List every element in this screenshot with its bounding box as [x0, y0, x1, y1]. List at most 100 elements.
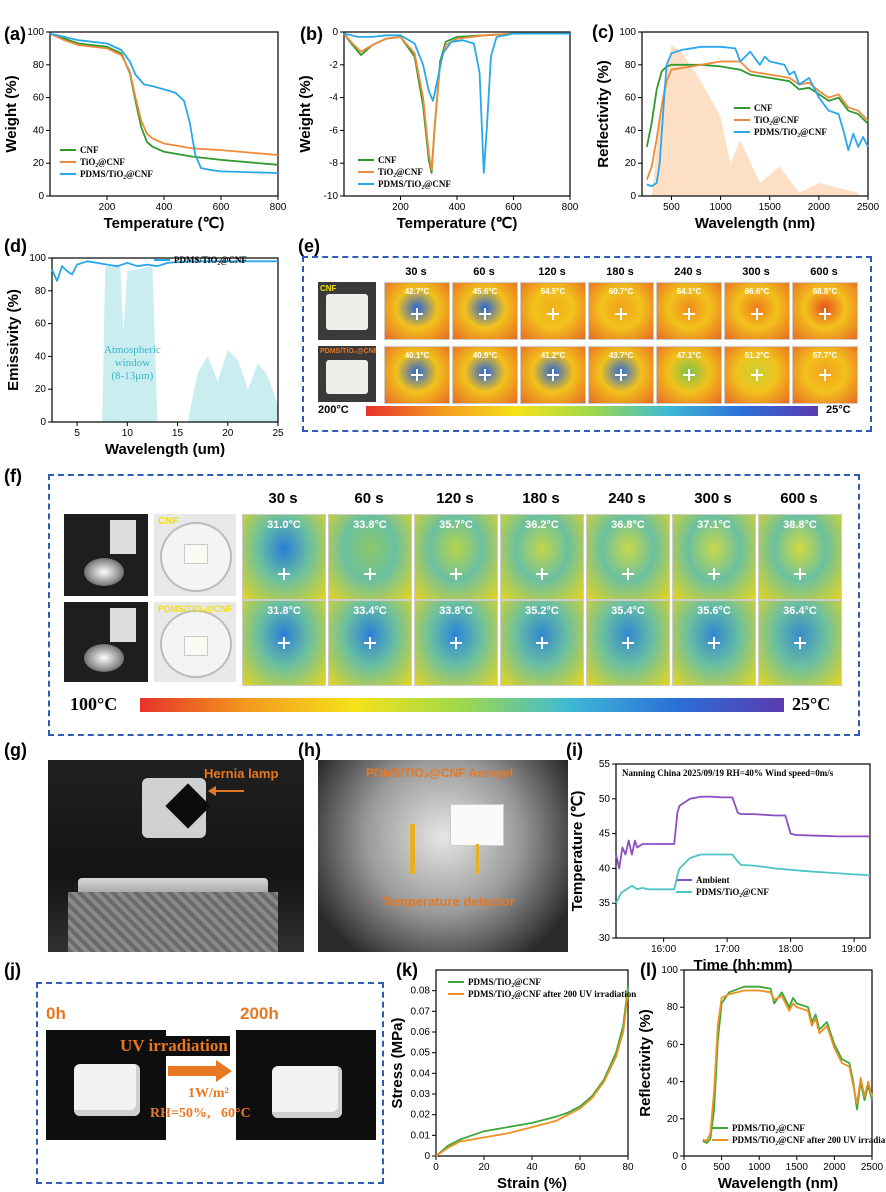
- panel-f-scale-cold: 25°C: [792, 694, 831, 714]
- measurement-crosshair-icon: [411, 369, 423, 381]
- measurement-crosshair-icon: [819, 307, 831, 320]
- thermal-temperature-label: 33.8°C: [439, 605, 473, 617]
- thermal-temperature-label: 40.9°C: [472, 351, 498, 360]
- panel-label-c: (c): [592, 22, 614, 42]
- time-header: 600 s: [810, 266, 838, 278]
- time-header: 60 s: [354, 490, 384, 507]
- thermal-temperature-label: 33.4°C: [353, 605, 387, 617]
- panel-label-e: (e): [298, 236, 320, 256]
- thermal-temperature-label: 64.1°C: [676, 287, 702, 296]
- y-tick-label: 60: [33, 93, 45, 104]
- measurement-crosshair-icon: [536, 637, 548, 649]
- measurement-crosshair-icon: [364, 637, 376, 649]
- y-tick-label: 40: [599, 863, 611, 874]
- legend-label-green_k: PDMS/TiO₂@CNF: [732, 1123, 805, 1133]
- x-tick-label: 18:00: [778, 944, 803, 955]
- x-tick-label: 16:00: [651, 944, 676, 955]
- series-line-tio2: [343, 32, 570, 171]
- thermal-temperature-label: 57.7°C: [812, 351, 838, 360]
- legend-label-green_k: PDMS/TiO₂@CNF: [468, 977, 541, 987]
- panel-j-process-label: UV irradiation: [118, 1036, 230, 1056]
- thermal-image: 38.8°C: [758, 514, 842, 600]
- panel-g-lamp-label: Hernia lamp: [204, 766, 279, 781]
- y-axis-title: Temperature (℃): [569, 791, 586, 912]
- panel-j-before-photo: [46, 1030, 166, 1140]
- series-line-cnf: [49, 32, 279, 166]
- thermal-image: 68.8°C: [792, 282, 858, 340]
- thermal-temperature-label: 37.1°C: [697, 519, 731, 531]
- measurement-crosshair-icon: [794, 567, 806, 580]
- x-tick-label: 25: [272, 428, 284, 439]
- y-tick-label: 0: [424, 1151, 430, 1162]
- y-tick-label: 20: [667, 1114, 679, 1125]
- measurement-crosshair-icon: [278, 567, 290, 580]
- y-tick-label: 0.07: [411, 1006, 431, 1017]
- chart-c-reflectivity: 500 1000 1500 2000 2500 0 20 40 60 80 100 Wavelengt…: [595, 27, 880, 232]
- time-header: 180 s: [606, 266, 634, 278]
- time-header: 60 s: [473, 266, 495, 278]
- x-axis-title: Wavelength (nm): [695, 215, 815, 232]
- time-header: 300 s: [742, 266, 770, 278]
- x-tick-label: 1500: [759, 202, 782, 213]
- y-tick-label: 100: [661, 965, 678, 976]
- time-header: 30 s: [405, 266, 427, 278]
- y-tick-label: 0: [672, 1151, 678, 1162]
- time-header: 600 s: [780, 490, 818, 507]
- measurement-crosshair-icon: [615, 307, 627, 320]
- measurement-crosshair-icon: [450, 637, 462, 649]
- panel-f-setup-photo-2: [64, 602, 148, 682]
- x-tick-label: 17:00: [715, 944, 740, 955]
- panel-h-aerogel-label: PDMS/TiO₂@CNF Aerogel: [366, 766, 514, 780]
- measurement-crosshair-icon: [622, 567, 634, 580]
- x-axis-title: Wavelength (nm): [718, 1175, 838, 1192]
- panel-j-frame: [36, 982, 384, 1184]
- time-header: 30 s: [268, 490, 298, 507]
- annotation-line: (8-13μm): [111, 370, 153, 382]
- plot-frame: [51, 257, 279, 423]
- x-tick-label: 19:00: [842, 944, 867, 955]
- x-tick-label: 20: [222, 428, 234, 439]
- aerogel-block: [184, 636, 208, 656]
- y-tick-label: 20: [33, 158, 45, 169]
- y-tick-label: 40: [35, 351, 47, 362]
- chart-l-reflectivity-after-uv: 0 500 1000 1500 2000 2500 0 20 40 60 80 100 Waveleng…: [637, 965, 886, 1192]
- x-axis-title: Temperature (℃): [397, 215, 518, 232]
- y-tick-label: 0.01: [411, 1130, 431, 1141]
- measurement-crosshair-icon: [683, 369, 695, 381]
- panel-label-b: (b): [300, 24, 323, 44]
- measurement-crosshair-icon: [479, 307, 491, 320]
- x-tick-label: 0: [433, 1162, 439, 1173]
- thermal-image: 66.6°C: [724, 282, 790, 340]
- measurement-crosshair-icon: [751, 307, 763, 320]
- panel-f-cnf-petri: CNF: [154, 514, 236, 596]
- thermal-image: 35.6°C: [672, 600, 756, 686]
- x-tick-label: 5: [74, 428, 80, 439]
- measurement-crosshair-icon: [708, 637, 720, 649]
- x-tick-label: 400: [449, 202, 466, 213]
- y-tick-label: 80: [667, 1002, 679, 1013]
- x-tick-label: 40: [526, 1162, 538, 1173]
- x-tick-label: 400: [156, 202, 173, 213]
- panel-label-d: (d): [4, 236, 27, 256]
- y-tick-label: 35: [599, 898, 611, 909]
- y-tick-label: 0.03: [411, 1089, 431, 1100]
- panel-label-l: (l): [640, 960, 657, 980]
- legend-label-cnf: CNF: [378, 155, 397, 165]
- thermal-temperature-label: 45.6°C: [472, 287, 498, 296]
- thermal-temperature-label: 36.4°C: [783, 605, 817, 617]
- measurement-crosshair-icon: [547, 369, 559, 381]
- panel-f-cnf-label: CNF: [158, 516, 179, 527]
- y-tick-label: 0: [630, 191, 636, 202]
- lamp-glow: [84, 558, 124, 586]
- legend-label-pdms: PDMS/TiO₂@CNF: [754, 127, 827, 137]
- panel-label-i: (i): [566, 740, 583, 760]
- y-tick-label: 60: [667, 1039, 679, 1050]
- panel-e-pdms-photo: PDMS/TiO₂@CNF: [318, 346, 376, 402]
- equipment-body: [110, 520, 136, 554]
- y-tick-label: 100: [619, 27, 636, 38]
- x-tick-label: 200: [99, 202, 116, 213]
- x-axis-title: Temperature (℃): [104, 215, 225, 232]
- y-tick-label: 60: [625, 93, 637, 104]
- x-tick-label: 1500: [786, 1162, 809, 1173]
- chart-k-stress-strain: 0 20 40 60 80 0 0.01 0.02 0.03 0.04 0.05 0.06 0.07 0.…: [389, 969, 636, 1192]
